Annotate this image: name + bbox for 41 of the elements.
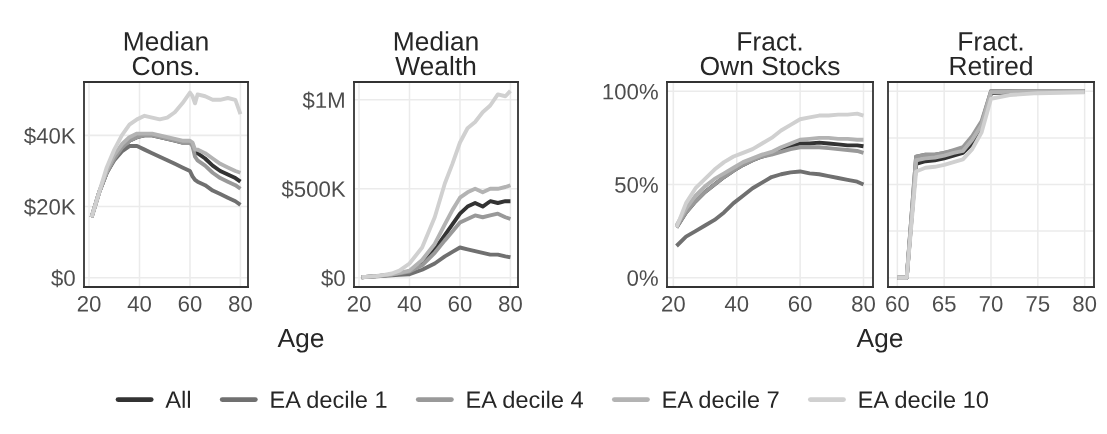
legend-label: All bbox=[165, 390, 190, 408]
y-tick-label: 100% bbox=[603, 83, 658, 100]
x-tick-label: 80 bbox=[499, 295, 522, 312]
x-tick-label: 60 bbox=[178, 295, 202, 312]
line-series bbox=[674, 169, 866, 248]
legend-label: EA decile 7 bbox=[663, 390, 779, 409]
line-series bbox=[359, 88, 513, 280]
x-tick-label: 20 bbox=[77, 295, 101, 312]
y-tick-label: $0 bbox=[321, 269, 345, 288]
line-series bbox=[89, 90, 243, 220]
x-tick-label: 40 bbox=[724, 295, 749, 312]
x-tick-label: 60 bbox=[448, 295, 472, 312]
y-tick-label: $40K bbox=[24, 126, 76, 145]
x-tick-label: 75 bbox=[1026, 296, 1050, 312]
chart-title: Fract. Own Stocks bbox=[700, 32, 840, 76]
legend-label: EA decile 10 bbox=[859, 390, 988, 409]
chart-title: Median Wealth bbox=[394, 31, 478, 76]
x-tick-label: 40 bbox=[397, 295, 421, 312]
chart-title: Median Cons. bbox=[124, 31, 208, 76]
x-axis-title: Age bbox=[277, 328, 324, 353]
x-tick-label: 80 bbox=[1073, 295, 1097, 312]
y-tick-label: 50% bbox=[615, 177, 658, 193]
x-tick-label: 70 bbox=[979, 295, 1003, 312]
legend-label: EA decile 1 bbox=[271, 390, 387, 409]
y-tick-label: 0% bbox=[627, 270, 658, 286]
x-tick-label: 40 bbox=[127, 295, 151, 312]
x-tick-label: 60 bbox=[886, 295, 909, 312]
x-tick-label: 20 bbox=[662, 295, 685, 312]
x-tick-label: 20 bbox=[347, 295, 371, 312]
line-series bbox=[674, 111, 866, 230]
y-tick-label: $20K bbox=[24, 198, 76, 217]
chart-title: Fract. Retired bbox=[950, 32, 1032, 76]
x-tick-label: 80 bbox=[229, 295, 252, 312]
x-tick-label: 60 bbox=[788, 295, 812, 312]
x-tick-label: 65 bbox=[932, 295, 956, 312]
legend-label: EA decile 4 bbox=[467, 390, 583, 409]
x-tick-label: 80 bbox=[852, 295, 875, 312]
x-axis-title: Age bbox=[856, 328, 903, 353]
y-tick-label: $500K bbox=[281, 180, 346, 199]
y-tick-label: $1M bbox=[302, 91, 344, 110]
y-tick-label: $0 bbox=[51, 269, 75, 288]
